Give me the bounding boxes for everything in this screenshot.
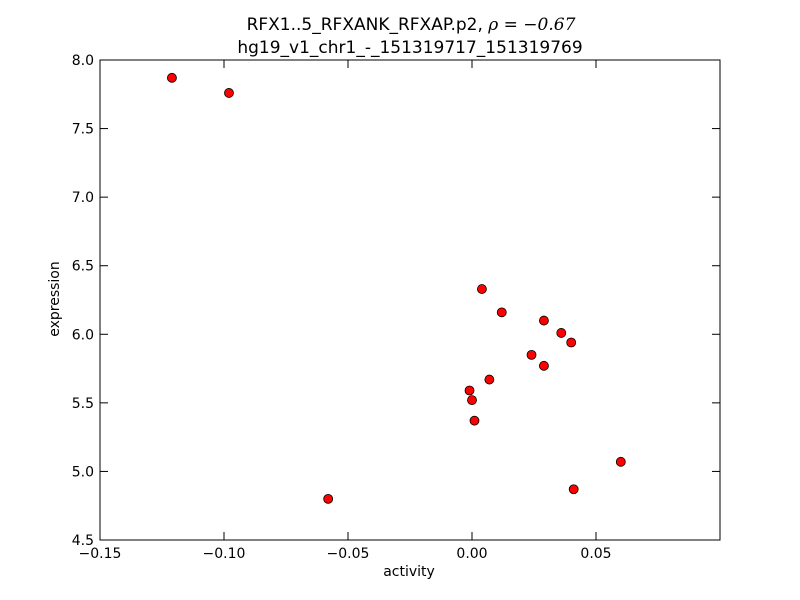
data-point <box>469 415 480 426</box>
data-point <box>496 307 507 318</box>
plot-frame <box>99 59 721 541</box>
data-point <box>526 349 537 360</box>
y-tick-label: 7.5 <box>72 122 94 138</box>
y-tick-label: 6.0 <box>72 327 94 343</box>
data-point <box>467 395 477 406</box>
data-point <box>464 385 475 396</box>
x-axis-ticks: −0.15 −0.10 −0.05 0.00 0.05 <box>79 60 612 562</box>
x-tick-label: −0.05 <box>327 546 370 562</box>
y-tick-label: 8.0 <box>72 53 94 69</box>
data-point <box>323 493 334 504</box>
data-point <box>556 328 567 338</box>
x-axis-label: activity <box>383 564 435 580</box>
data-point <box>539 360 549 371</box>
y-tick-label: 5.5 <box>72 396 94 412</box>
chart-title-text: RFX1..5_RFXANK_RFXAP.p2, <box>247 15 489 35</box>
data-point <box>224 88 234 98</box>
x-tick-label: −0.10 <box>203 546 246 562</box>
data-point <box>477 284 487 294</box>
chart-title-stat: ρ = −0.67 <box>487 15 575 35</box>
y-tick-label: 6.5 <box>72 259 94 275</box>
x-tick-label: 0.05 <box>580 546 611 562</box>
y-axis-label: expression <box>47 261 63 337</box>
data-point <box>615 456 626 467</box>
data-points <box>167 72 626 504</box>
data-point <box>566 337 577 348</box>
data-point <box>167 72 177 83</box>
data-point <box>568 484 579 495</box>
y-tick-label: 5.0 <box>72 464 94 480</box>
x-tick-label: −0.15 <box>79 546 122 562</box>
y-axis-ticks: 4.5 5.0 5.5 6.0 6.5 7.0 7.5 8.0 <box>72 53 720 549</box>
y-tick-label: 7.0 <box>72 190 94 206</box>
chart-subtitle: hg19_v1_chr1_-_151319717_151319769 <box>237 38 582 58</box>
data-point <box>484 374 495 385</box>
data-point <box>539 315 549 326</box>
x-tick-label: 0.00 <box>456 546 487 562</box>
chart-title: RFX1..5_RFXANK_RFXAP.p2, ρ = −0.67 <box>247 15 576 35</box>
plot-area: −0.15 −0.10 −0.05 0.00 0.05 4.5 5.0 5.5 6.0 6.5 7… <box>72 53 721 562</box>
y-tick-label: 4.5 <box>72 533 94 549</box>
